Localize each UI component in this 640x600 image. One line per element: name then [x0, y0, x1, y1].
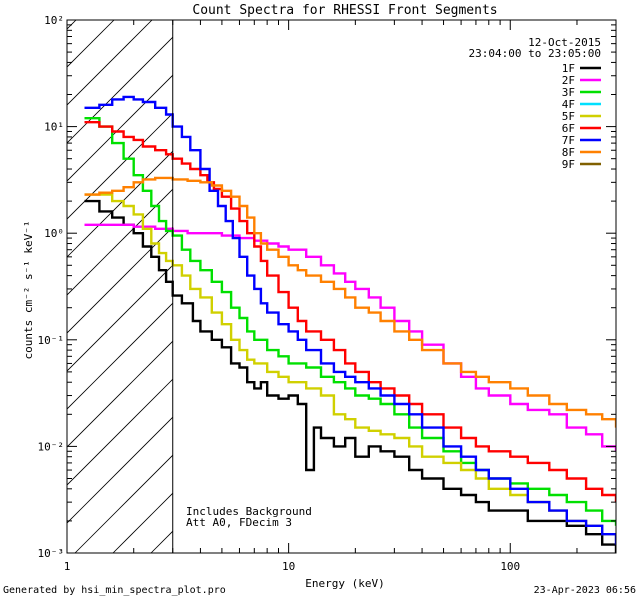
legend-label: 6F: [562, 122, 575, 135]
hatch-line: [67, 36, 173, 144]
series-7F: [84, 95, 616, 545]
x-tick-label: 1: [64, 560, 71, 573]
y-tick-label: 10⁻¹: [38, 334, 65, 347]
hatch-line: [67, 20, 115, 68]
legend-label: 8F: [562, 146, 575, 159]
footer-generated-by: Generated by hsi_min_spectra_plot.pro: [3, 585, 226, 596]
hatch-line: [67, 378, 173, 486]
legend-label: 7F: [562, 134, 575, 147]
series-5F: [84, 193, 616, 541]
x-tick-label: 100: [500, 560, 520, 573]
y-tick-label: 10¹: [44, 121, 64, 134]
hatch-line: [67, 150, 173, 258]
hatch-line: [67, 74, 173, 182]
plot-frame: [66, 19, 617, 554]
y-axis-label: counts cm⁻² s⁻¹ keV⁻¹: [22, 220, 35, 359]
background-note: Includes Background: [186, 505, 312, 518]
time-range-label: 23:04:00 to 23:05:00: [469, 47, 601, 60]
hatch-line: [67, 340, 173, 448]
y-tick-label: 10⁰: [44, 227, 64, 240]
x-axis-ticks: 1 10 100: [64, 20, 617, 573]
series-2F: [84, 223, 616, 452]
attenuator-note: Att A0, FDecim 3: [186, 516, 292, 529]
hatch-line: [67, 188, 173, 296]
hatch-line: [67, 416, 173, 524]
y-tick-label: 10⁻²: [38, 440, 65, 453]
series-1F: [84, 199, 616, 553]
chart-title: Count Spectra for RHESSI Front Segments: [192, 3, 497, 18]
y-tick-label: 10²: [44, 14, 64, 27]
excluded-energy-hatch: [67, 20, 173, 553]
series-6F: [84, 121, 616, 503]
hatch-line: [67, 264, 173, 372]
legend-label: 9F: [562, 158, 575, 171]
legend-label: 4F: [562, 98, 575, 111]
legend-label: 3F: [562, 86, 575, 99]
y-axis-ticks: 10⁻³ 10⁻² 10⁻¹ 10⁰ 10¹ 10²: [38, 14, 616, 560]
legend-label: 2F: [562, 74, 575, 87]
legend-label: 1F: [562, 62, 575, 75]
footer-timestamp: 23-Apr-2023 06:56: [534, 585, 636, 596]
x-axis-label: Energy (keV): [305, 577, 384, 590]
x-tick-label: 10: [282, 560, 295, 573]
date-label: 12-Oct-2015: [528, 36, 601, 49]
series-3F: [84, 117, 616, 526]
series-8F: [84, 176, 616, 428]
legend-label: 5F: [562, 110, 575, 123]
hatch-line: [67, 20, 77, 30]
series-layer: [84, 95, 616, 553]
y-tick-label: 10⁻³: [38, 547, 65, 560]
hatch-line: [67, 112, 173, 220]
